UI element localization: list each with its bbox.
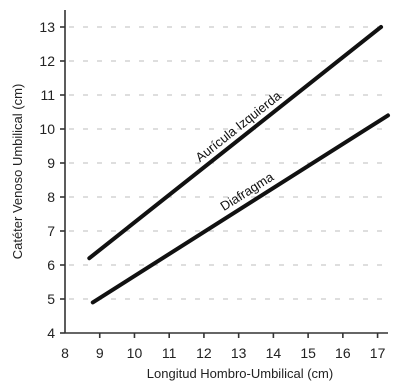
x-tick-label: 16 <box>335 345 351 361</box>
series-label: Aurícula Izquierda <box>192 88 284 165</box>
series-line <box>87 25 384 261</box>
series-line <box>90 113 390 305</box>
x-tick-label: 8 <box>61 345 69 361</box>
grid <box>69 26 388 300</box>
x-tick-label: 14 <box>266 345 282 361</box>
x-tick-label: 10 <box>127 345 143 361</box>
y-tick-label: 7 <box>47 223 55 239</box>
y-tick-label: 10 <box>39 121 55 137</box>
y-tick-label: 13 <box>39 19 55 35</box>
axes <box>64 10 388 334</box>
y-tick-label: 11 <box>40 87 55 103</box>
y-tick-label: 12 <box>39 53 55 69</box>
y-tick-label: 8 <box>47 189 55 205</box>
y-tick-labels: 4 5 6 7 8 9 10 11 12 13 <box>39 19 65 341</box>
x-tick-label: 11 <box>162 345 177 361</box>
x-tick-label: 9 <box>96 345 104 361</box>
x-tick-label: 12 <box>196 345 212 361</box>
y-axis-title: Catéter Venoso Umbilical (cm) <box>10 84 25 260</box>
y-tick-label: 4 <box>47 325 55 341</box>
x-tick-label: 17 <box>370 345 386 361</box>
x-axis-title: Longitud Hombro-Umbilical (cm) <box>147 366 333 381</box>
y-tick-label: 9 <box>47 155 55 171</box>
y-tick-label: 5 <box>47 291 55 307</box>
x-tick-labels: 8 9 10 11 12 13 14 15 16 17 <box>61 333 386 361</box>
y-tick-label: 6 <box>47 257 55 273</box>
x-tick-label: 15 <box>300 345 316 361</box>
x-tick-label: 13 <box>231 345 247 361</box>
